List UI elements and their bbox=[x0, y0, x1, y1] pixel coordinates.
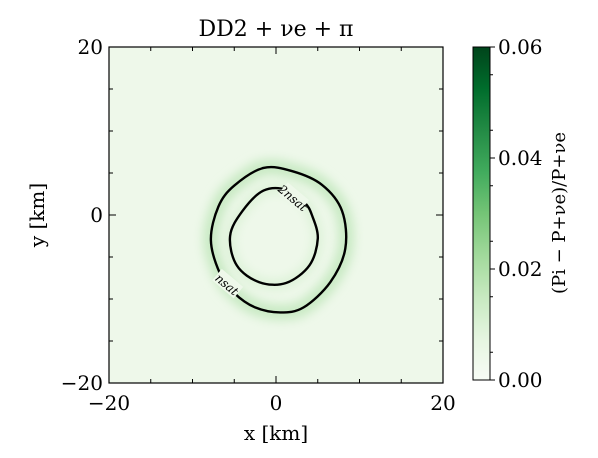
x-tick-label: 20 bbox=[430, 391, 455, 415]
contour-label-bg bbox=[278, 182, 310, 212]
colorbar bbox=[472, 46, 491, 381]
x-tick-label: −20 bbox=[88, 391, 130, 415]
y-axis-label: y [km] bbox=[25, 183, 49, 248]
chart-title: DD2 + νe + π bbox=[199, 17, 354, 42]
contour-2nsat bbox=[228, 186, 320, 286]
contour-nsat bbox=[209, 165, 348, 314]
colorbar-tick-label: 0.00 bbox=[498, 368, 543, 392]
contour-label-bg bbox=[212, 268, 244, 299]
colorbar-ticks: 0.00 0.02 0.04 0.06 bbox=[490, 35, 543, 392]
colorbar-tick-label: 0.06 bbox=[498, 35, 543, 59]
y-tick-label: −20 bbox=[61, 371, 103, 395]
colorbar-tick-label: 0.04 bbox=[498, 146, 543, 170]
x-tick-label: 0 bbox=[270, 391, 283, 415]
x-axis-label: x [km] bbox=[244, 421, 308, 445]
contour-layer bbox=[209, 165, 348, 314]
heatmap-background bbox=[109, 47, 443, 383]
y-tick-label: 0 bbox=[90, 203, 103, 227]
colorbar-tick-label: 0.02 bbox=[498, 257, 543, 281]
y-tick-label: 20 bbox=[78, 35, 103, 59]
tick-layer: −20−20 0 0 20 20 bbox=[61, 35, 456, 415]
colorbar-label: (Pi − P+νe)/P+νe bbox=[549, 132, 570, 294]
